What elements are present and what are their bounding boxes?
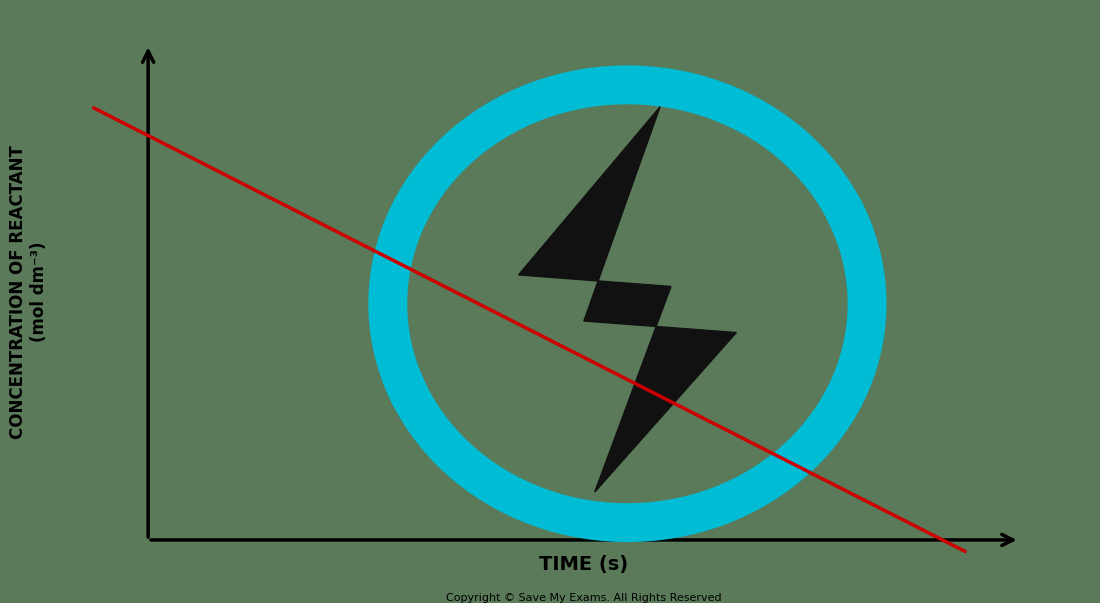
Text: TIME (s): TIME (s) xyxy=(539,555,628,575)
Text: CONCENTRATION OF REACTANT
(mol dm⁻³): CONCENTRATION OF REACTANT (mol dm⁻³) xyxy=(9,145,47,439)
Text: Copyright © Save My Exams. All Rights Reserved: Copyright © Save My Exams. All Rights Re… xyxy=(446,593,722,603)
Polygon shape xyxy=(518,107,736,492)
